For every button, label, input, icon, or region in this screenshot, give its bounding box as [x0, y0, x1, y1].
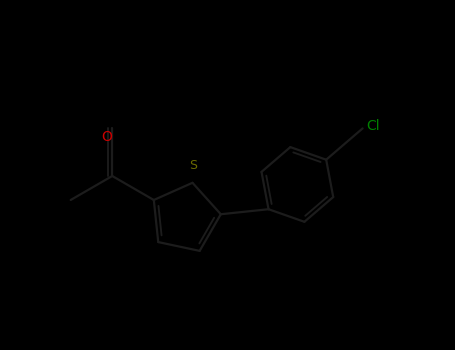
Text: Cl: Cl	[367, 119, 380, 133]
Text: O: O	[101, 130, 111, 144]
Text: S: S	[189, 159, 197, 172]
